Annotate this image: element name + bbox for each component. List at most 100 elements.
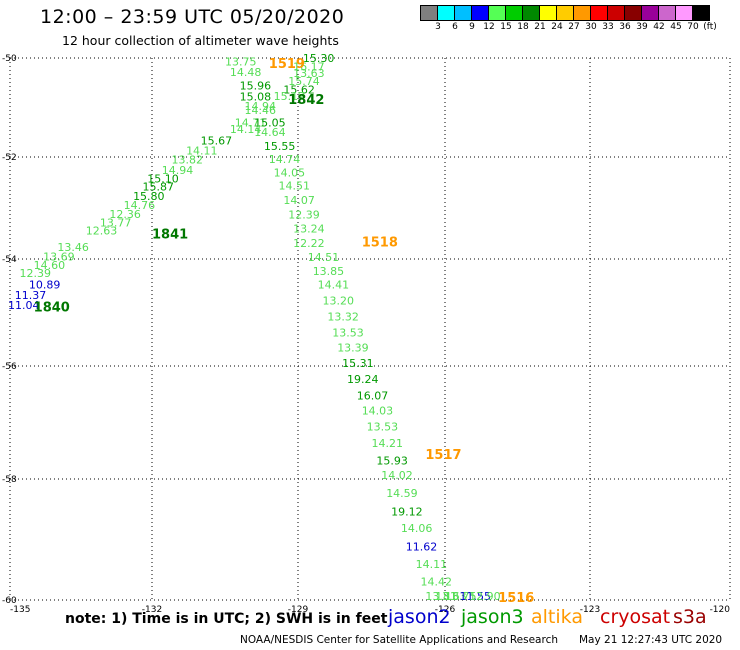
x-tick-label: -129: [288, 605, 309, 615]
color-scale-label: 21: [534, 22, 546, 32]
time-label: 1516: [498, 591, 534, 606]
wave-height-label: 15.80: [133, 190, 165, 203]
y-tick-label: -54: [2, 255, 17, 265]
wave-height-label: 14.07: [283, 194, 315, 207]
color-scale-label: 36: [619, 22, 631, 32]
plot-frame: [10, 58, 730, 600]
x-tick-label: -135: [10, 605, 30, 615]
wave-height-label: 15.96: [240, 80, 272, 93]
color-scale-label: 70: [687, 22, 699, 32]
x-tick-label: -123: [580, 605, 600, 615]
wave-height-label: 13.75: [445, 590, 477, 603]
color-scale-label: 24: [551, 22, 563, 32]
wave-height-label: 15.17: [274, 90, 306, 103]
wave-height-label: 15.31: [342, 357, 374, 370]
wave-height-label: 13.85: [313, 265, 345, 278]
y-tick-label: -60: [2, 596, 17, 606]
wave-height-label: 14.14: [230, 123, 262, 136]
wave-height-label: 14.05: [274, 166, 306, 179]
chart-title: 12:00 – 23:59 UTC 05/20/2020: [40, 6, 345, 28]
footer-timestamp: May 21 12:27:43 UTC 2020: [579, 634, 723, 646]
wave-height-label: 13.81: [425, 590, 457, 603]
wave-height-label: 14.42: [421, 575, 453, 588]
wave-height-label: 11.62: [406, 540, 438, 553]
color-scale-label: (ft): [703, 22, 717, 32]
color-scale-swatches: [420, 5, 710, 21]
x-tick-label: -120: [710, 605, 731, 615]
wave-height-label: 14.46: [244, 104, 276, 117]
color-scale-label: 30: [585, 22, 597, 32]
wave-height-label: 15.93: [376, 454, 408, 467]
wave-height-label: 11.55: [460, 590, 492, 603]
color-scale-label: 42: [653, 22, 665, 32]
x-tick-label: -132: [142, 605, 162, 615]
color-scale-label: 45: [670, 22, 682, 32]
wave-height-label: 14.94: [244, 100, 276, 113]
wave-height-label: 15.08: [240, 91, 272, 104]
wave-height-label: 12.90: [469, 590, 501, 603]
wave-height-label: 14.76: [124, 199, 156, 212]
y-tick-label: -56: [2, 362, 17, 372]
time-label: 1519: [269, 57, 305, 72]
time-labels: 1519 1842 1841 1518 1840 1517 1516: [34, 57, 535, 606]
wave-height-label: 13.46: [57, 241, 88, 254]
wave-height-label: 14.51: [279, 180, 311, 193]
wave-height-label: 10.89: [29, 278, 61, 291]
wave-height-label: 13.39: [337, 342, 369, 355]
wave-height-label: 11.04: [8, 299, 40, 312]
wave-height-label: 15.55: [264, 140, 296, 153]
wave-height-label: 12.22: [293, 237, 325, 250]
color-scale-label: 6: [452, 22, 458, 32]
color-scale-label: 33: [602, 22, 614, 32]
color-scale-label: 3: [435, 22, 441, 32]
mission-label-jason3: jason3: [461, 606, 524, 628]
grid-lines: [9, 57, 731, 601]
wave-height-label: 13.82: [171, 154, 203, 167]
wave-height-label: 19.12: [391, 505, 423, 518]
color-scale-label: 9: [469, 22, 475, 32]
wave-height-label: 16.17: [293, 60, 325, 73]
color-scale-label: 12: [483, 22, 495, 32]
time-label: 1518: [362, 235, 398, 250]
wave-height-label: 14.60: [34, 259, 66, 272]
color-swatch: [692, 5, 710, 21]
wave-height-label: 14.94: [162, 164, 194, 177]
chart-note: note: 1) Time is in UTC; 2) SWH is in fe…: [65, 611, 388, 627]
wave-height-label: 15.10: [147, 173, 179, 186]
footer-credit: NOAA/NESDIS Center for Satellite Applica…: [240, 634, 558, 646]
wave-height-label: 15.74: [288, 75, 320, 88]
wave-height-label: 13.24: [293, 222, 325, 235]
mission-label-cryosat: cryosat: [600, 606, 671, 628]
wave-height-label: 14.02: [381, 469, 413, 482]
time-label: 1517: [425, 448, 461, 463]
wave-height-label: 11.37: [15, 289, 47, 302]
wave-height-label: 13.75: [225, 55, 257, 68]
wave-height-label: 13.20: [323, 294, 355, 307]
wave-height-label: 14.21: [372, 437, 404, 450]
color-scale-label: 15: [500, 22, 512, 32]
x-tick-label: -126: [435, 605, 456, 615]
wave-height-label: 12.39: [288, 209, 320, 222]
wave-height-label: 13.63: [293, 67, 325, 80]
wave-height-label: 15.62: [283, 84, 315, 97]
wave-height-label: 12.63: [86, 225, 118, 238]
y-tick-label: -50: [2, 54, 17, 64]
wave-height-label: 12.39: [19, 267, 51, 280]
time-label: 1841: [152, 228, 188, 243]
mission-label-altika: altika: [531, 606, 583, 628]
y-tick-label: -52: [2, 153, 17, 163]
wave-height-label: 15.30: [303, 52, 335, 65]
wave-height-label: 14.71: [235, 116, 267, 129]
wave-height-label: 14.06: [401, 522, 433, 535]
wave-height-label: 12.36: [109, 208, 140, 221]
time-label: 1840: [34, 300, 70, 315]
wave-height-label: 15.05: [254, 116, 286, 129]
wave-height-label: 19.24: [347, 373, 379, 386]
color-scale-label: 39: [636, 22, 648, 32]
wave-height-label: 13.53: [367, 420, 399, 433]
color-scale-label: 27: [568, 22, 580, 32]
wave-height-label: 13.69: [43, 251, 74, 264]
y-tick-label: -58: [2, 475, 17, 485]
axis-ticks: -135 -132 -129 -126 -123 -120 -50 -52 -54 -56 -58 -…: [2, 54, 730, 615]
